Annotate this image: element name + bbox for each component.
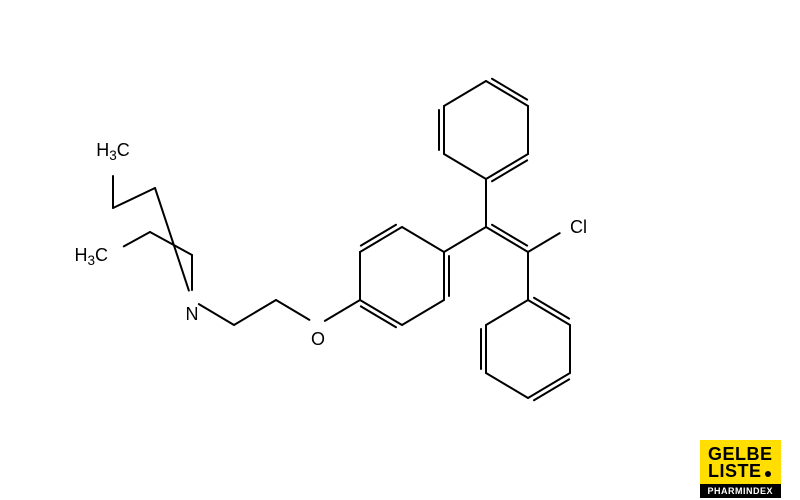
- svg-text:N: N: [186, 304, 199, 324]
- logo-yellow-box: GELBE LISTE: [700, 440, 781, 484]
- svg-text:H3C: H3C: [96, 140, 130, 163]
- svg-text:Cl: Cl: [570, 217, 587, 237]
- logo-dot-icon: [765, 471, 771, 477]
- svg-text:H3C: H3C: [74, 245, 108, 268]
- logo-line2: LISTE: [708, 463, 762, 480]
- pharmindex-logo: GELBE LISTE PHARMINDEX: [700, 440, 781, 498]
- molecule-diagram: H3C N H3C O Cl: [0, 0, 800, 500]
- logo-sub: PHARMINDEX: [700, 484, 781, 498]
- svg-text:O: O: [311, 329, 325, 349]
